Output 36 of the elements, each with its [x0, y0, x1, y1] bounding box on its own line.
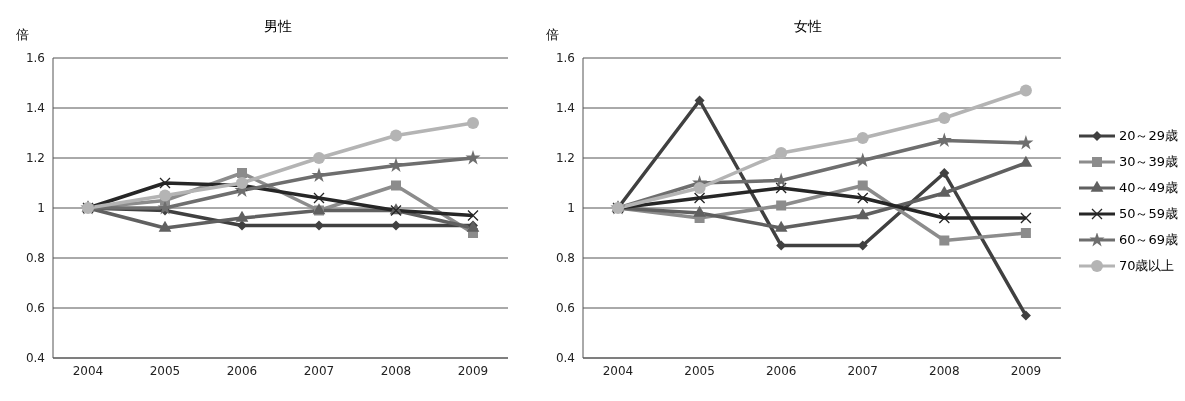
- x-tick-label: 2009: [457, 363, 489, 378]
- y-tick-label: 1.6: [555, 51, 575, 66]
- y-axis-title: 倍: [546, 26, 559, 44]
- x-tick-label: 2004: [602, 363, 634, 378]
- x-tick-label: 2004: [72, 363, 104, 378]
- x-tick-label: 2006: [765, 363, 797, 378]
- legend-label: 60～69歳: [1118, 230, 1178, 249]
- x-tick-label: 2007: [847, 363, 879, 378]
- y-tick-label: 0.8: [25, 251, 45, 266]
- x-tick-label: 2008: [929, 363, 960, 378]
- chart-title: 女性: [793, 18, 823, 36]
- y-tick-label: 0.8: [555, 251, 575, 266]
- legend-label: 70歳以上: [1118, 256, 1175, 275]
- legend-label: 40～49歳: [1118, 178, 1178, 197]
- x-tick-label: 2005: [149, 363, 181, 378]
- y-tick-label: 0.4: [25, 351, 45, 366]
- y-tick-label: 1.4: [555, 101, 575, 116]
- chart-title: 男性: [263, 18, 293, 36]
- y-tick-label: 1.2: [25, 151, 45, 166]
- y-tick-label: 1.2: [555, 151, 575, 166]
- x-tick-label: 2008: [380, 363, 412, 378]
- y-tick-label: 0.6: [25, 301, 45, 316]
- y-tick-label: 1: [37, 201, 45, 216]
- x-tick-label: 2006: [226, 363, 258, 378]
- x-tick-label: 2005: [684, 363, 715, 378]
- x-tick-label: 2007: [303, 363, 335, 378]
- y-axis-title: 倍: [16, 26, 29, 44]
- y-tick-label: 1: [567, 201, 575, 216]
- y-tick-label: 0.6: [555, 301, 575, 316]
- legend-label: 30～39歳: [1118, 152, 1178, 171]
- y-tick-label: 1.4: [25, 101, 45, 116]
- y-tick-label: 1.6: [25, 51, 45, 66]
- legend-label: 20～29歳: [1118, 126, 1178, 145]
- y-tick-label: 0.4: [555, 351, 575, 366]
- x-tick-label: 2009: [1010, 363, 1042, 378]
- legend-label: 50～59歳: [1118, 204, 1178, 223]
